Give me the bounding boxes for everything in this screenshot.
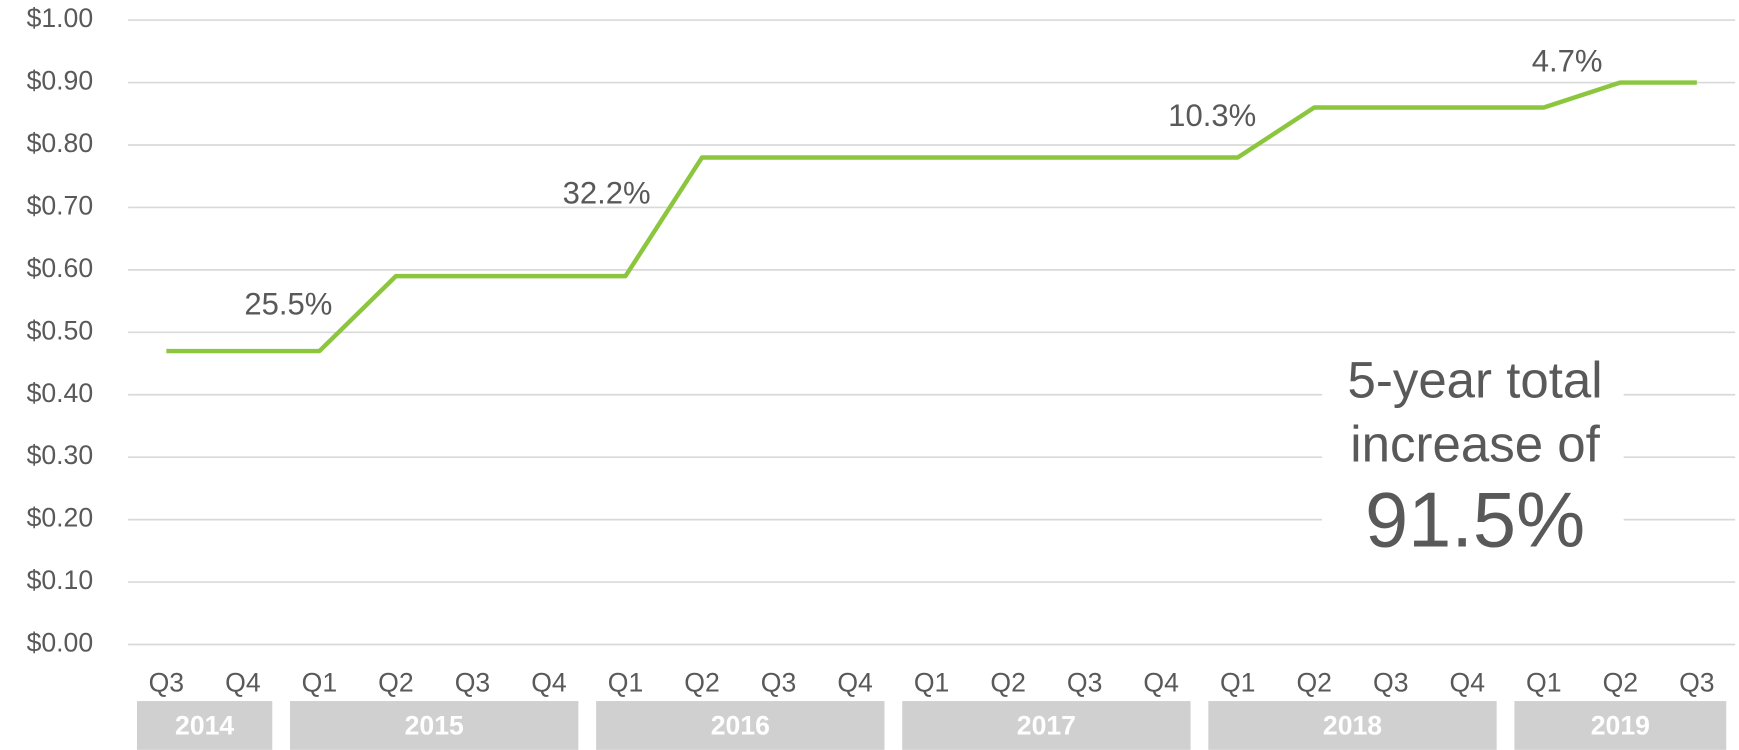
annotation: 25.5% <box>244 286 332 321</box>
x-tick-label: Q3 <box>149 667 185 697</box>
x-tick-label: Q4 <box>1143 667 1179 697</box>
x-tick-label: Q3 <box>761 667 797 697</box>
annotation: 4.7% <box>1532 44 1603 79</box>
callout-background <box>1321 352 1624 570</box>
x-tick-label: Q2 <box>378 667 414 697</box>
y-tick-label: $1.00 <box>27 3 94 33</box>
year-label: 2017 <box>1017 711 1076 741</box>
x-tick-label: Q3 <box>1373 667 1408 697</box>
year-box <box>1208 701 1497 750</box>
year-label: 2018 <box>1323 711 1382 741</box>
y-tick-label: $0.00 <box>27 628 94 658</box>
x-tick-label: Q3 <box>455 667 491 697</box>
x-tick-label: Q2 <box>684 667 720 697</box>
year-box <box>290 701 579 750</box>
x-tick-label: Q1 <box>608 667 644 697</box>
x-tick-label: Q3 <box>1679 667 1715 697</box>
x-tick-label: Q4 <box>1450 667 1486 697</box>
x-tick-label: Q4 <box>531 667 567 697</box>
x-tick-label: Q3 <box>1067 667 1103 697</box>
year-box <box>902 701 1191 750</box>
y-tick-label: $0.20 <box>27 503 94 533</box>
year-label: 2014 <box>175 711 234 741</box>
year-label: 2019 <box>1591 711 1650 741</box>
x-tick-label: Q4 <box>837 667 873 697</box>
y-tick-label: $0.10 <box>27 565 94 595</box>
x-tick-label: Q1 <box>1220 667 1256 697</box>
callout-text: 5-year total <box>1347 351 1602 408</box>
callout-text: 91.5% <box>1365 477 1585 563</box>
year-box <box>596 701 885 750</box>
y-tick-label: $0.40 <box>27 378 94 408</box>
x-tick-label: Q2 <box>1296 667 1332 697</box>
y-tick-label: $0.80 <box>27 128 94 158</box>
x-tick-label: Q2 <box>990 667 1026 697</box>
year-label: 2015 <box>405 711 464 741</box>
x-tick-label: Q1 <box>1526 667 1561 697</box>
year-box <box>136 701 273 750</box>
line <box>166 80 1697 354</box>
x-tick-label: Q2 <box>1603 667 1639 697</box>
y-tick-label: $0.90 <box>27 66 94 96</box>
x-tick-label: Q1 <box>914 667 950 697</box>
y-tick-label: $0.60 <box>27 253 94 283</box>
x-tick-label: Q4 <box>225 667 261 697</box>
annotation: 10.3% <box>1168 98 1256 133</box>
y-tick-label: $0.30 <box>27 440 94 470</box>
callout-text: increase of <box>1350 416 1600 473</box>
y-tick-label: $0.70 <box>27 190 94 220</box>
year-label: 2016 <box>711 711 770 741</box>
y-tick-label: $0.50 <box>27 315 94 345</box>
x-tick-label: Q1 <box>302 667 338 697</box>
year-box <box>1514 701 1727 750</box>
annotation: 32.2% <box>563 176 651 211</box>
